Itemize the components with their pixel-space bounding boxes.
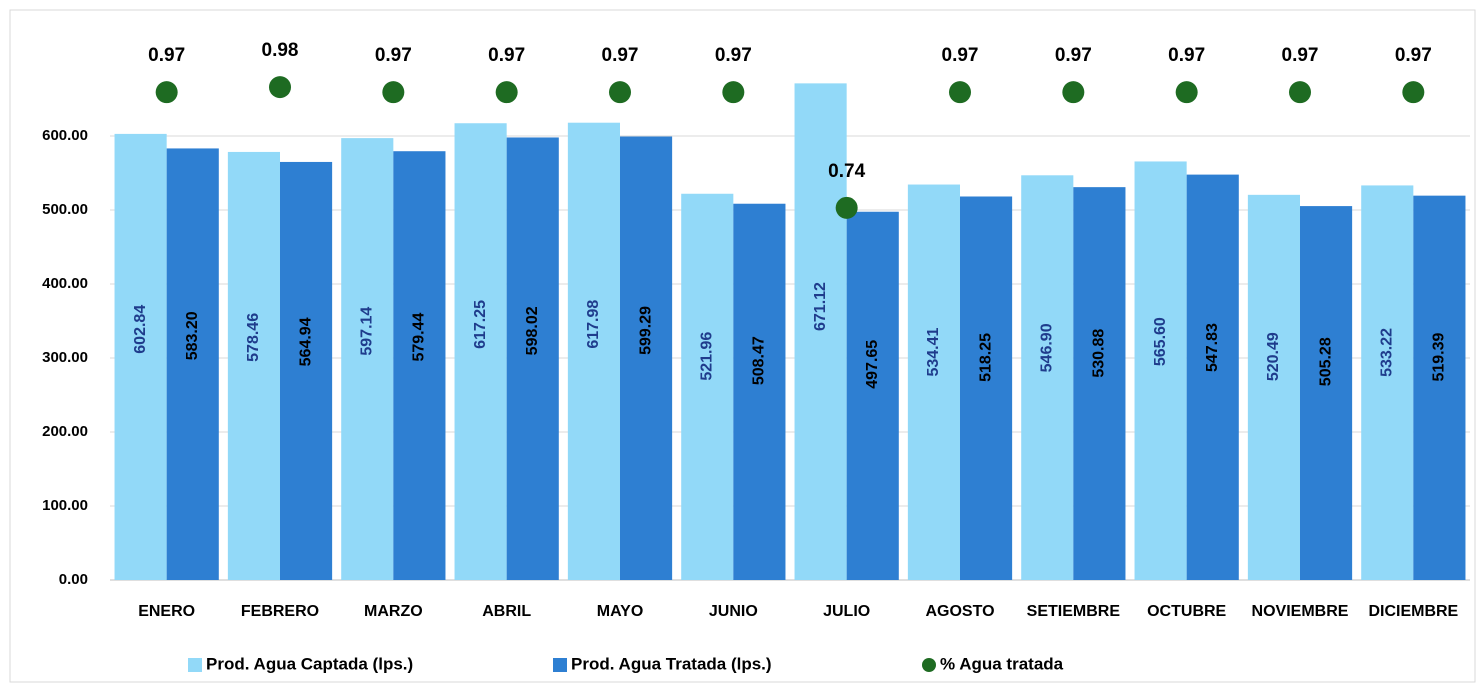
legend-swatch — [922, 658, 936, 672]
data-label: 0.97 — [1395, 45, 1432, 66]
bar — [794, 83, 847, 580]
bar — [1134, 161, 1187, 580]
data-label: 0.97 — [1282, 45, 1319, 66]
data-label: 564.94 — [297, 317, 314, 366]
bar — [166, 148, 219, 580]
x-tick-label: MAYO — [597, 603, 644, 620]
bar — [907, 184, 960, 580]
data-label: 0.97 — [942, 45, 979, 66]
x-tick-label: SETIEMBRE — [1027, 603, 1121, 620]
data-label: 533.22 — [1378, 328, 1395, 377]
dot — [1062, 81, 1085, 104]
dot — [155, 81, 178, 104]
bar — [1021, 175, 1074, 580]
bar — [1413, 195, 1466, 580]
dot — [1402, 81, 1425, 104]
bar — [1300, 206, 1353, 580]
legend-label: Prod. Agua Captada (lps.) — [206, 654, 413, 673]
x-tick-label: ABRIL — [482, 603, 531, 620]
data-label: 597.14 — [358, 307, 375, 356]
data-label: 0.97 — [602, 45, 639, 66]
x-tick-label: JULIO — [823, 603, 870, 620]
data-label: 520.49 — [1265, 332, 1282, 381]
data-label: 599.29 — [637, 306, 654, 355]
bar — [227, 151, 280, 580]
bar — [681, 193, 734, 580]
dot — [269, 76, 291, 99]
y-tick-label: 200.00 — [42, 423, 88, 440]
data-label: 0.97 — [1168, 45, 1205, 66]
bar — [506, 137, 559, 580]
dot — [609, 81, 631, 104]
data-label: 530.88 — [1091, 329, 1108, 378]
data-label: 547.83 — [1204, 323, 1221, 372]
data-label: 508.47 — [751, 336, 768, 385]
bar — [846, 211, 899, 580]
bar — [1247, 194, 1300, 580]
dot — [1175, 81, 1198, 104]
dot — [382, 81, 405, 104]
y-tick-label: 100.00 — [42, 497, 88, 514]
legend-swatch — [188, 658, 202, 672]
data-label: 497.65 — [864, 340, 881, 389]
x-tick-label: MARZO — [364, 603, 423, 620]
x-tick-label: OCTUBRE — [1147, 603, 1226, 620]
y-tick-label: 500.00 — [42, 201, 88, 218]
x-tick-label: NOVIEMBRE — [1252, 603, 1349, 620]
bar — [454, 123, 507, 581]
legend-label: % Agua tratada — [940, 654, 1064, 673]
bar — [733, 203, 786, 581]
data-label: 546.90 — [1038, 323, 1055, 372]
dot — [949, 81, 971, 104]
data-label: 598.02 — [524, 306, 541, 355]
bar — [960, 196, 1013, 580]
data-label: 521.96 — [698, 332, 715, 381]
y-tick-label: 400.00 — [42, 275, 88, 292]
data-label: 0.97 — [488, 45, 525, 66]
bar — [341, 138, 394, 580]
data-label: 579.44 — [411, 312, 428, 361]
data-label: 602.84 — [132, 305, 149, 354]
data-label: 0.97 — [148, 45, 185, 66]
data-label: 0.74 — [828, 161, 865, 182]
dot — [1289, 81, 1311, 104]
bar — [393, 151, 446, 580]
legend-label: Prod. Agua Tratada (lps.) — [571, 654, 772, 673]
x-tick-label: AGOSTO — [925, 603, 994, 620]
data-label: 565.60 — [1152, 317, 1169, 366]
bar — [1073, 187, 1126, 580]
bar — [620, 136, 673, 581]
y-tick-label: 600.00 — [42, 127, 88, 144]
y-tick-label: 300.00 — [42, 349, 88, 366]
data-label: 0.97 — [375, 45, 412, 66]
y-tick-label: 0.00 — [59, 571, 88, 588]
bar — [1361, 185, 1414, 580]
dot — [495, 81, 518, 104]
data-label: 671.12 — [812, 282, 829, 331]
dot — [722, 81, 745, 104]
legend-swatch — [553, 658, 567, 672]
bar — [280, 161, 333, 580]
bar — [567, 122, 620, 581]
x-tick-label: DICIEMBRE — [1368, 603, 1458, 620]
x-tick-label: FEBRERO — [241, 603, 319, 620]
data-label: 505.28 — [1317, 337, 1334, 386]
x-tick-label: ENERO — [138, 603, 195, 620]
data-label: 583.20 — [184, 311, 201, 360]
data-label: 578.46 — [245, 313, 262, 362]
data-label: 518.25 — [977, 333, 994, 382]
data-label: 617.25 — [472, 300, 489, 349]
data-label: 617.98 — [585, 300, 602, 349]
x-tick-label: JUNIO — [709, 603, 758, 620]
bar — [1186, 174, 1239, 580]
data-label: 519.39 — [1431, 332, 1448, 381]
chart-border — [9, 9, 1476, 683]
bar — [114, 133, 167, 580]
dot — [835, 196, 858, 219]
data-label: 0.97 — [715, 45, 752, 66]
data-label: 0.97 — [1055, 45, 1092, 66]
data-label: 0.98 — [262, 40, 299, 61]
data-label: 534.41 — [925, 327, 942, 376]
